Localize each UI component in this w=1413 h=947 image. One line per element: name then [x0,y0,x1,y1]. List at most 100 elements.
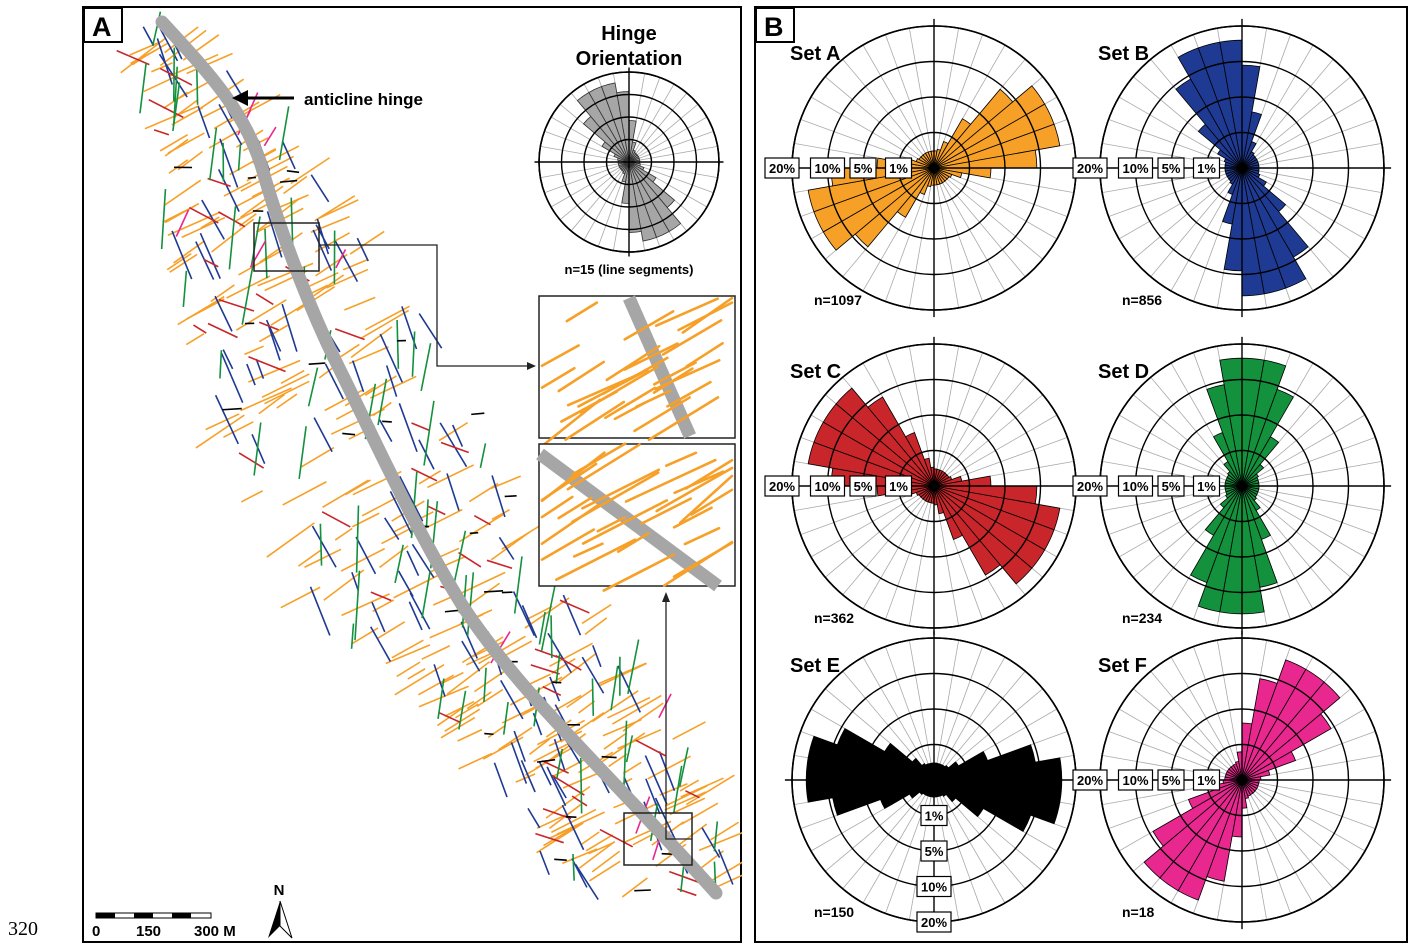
fracture-trace [264,228,268,279]
inset-fracture-trace [652,367,694,394]
fracture-trace [451,424,464,447]
fracture-trace [240,490,264,503]
fracture-trace [458,551,482,568]
ring-label: 5% [1162,161,1181,176]
fracture-trace [530,664,560,675]
fracture-trace [378,419,393,442]
inset-fracture-trace [683,526,721,546]
fracture-trace [491,475,506,518]
fracture-trace [421,645,451,660]
fracture-trace [304,548,342,568]
fracture-trace [188,206,219,224]
fracture-trace [591,678,595,716]
inset-fracture-trace [554,538,637,581]
fracture-trace [116,49,150,66]
fracture-trace [389,491,414,536]
fracture-trace [515,773,536,783]
fracture-trace [701,827,721,859]
fracture-trace [139,63,147,114]
fracture-trace [552,776,567,799]
fracture-trace [572,853,575,881]
fracture-trace [186,52,233,75]
fracture-trace [623,720,628,789]
rose-petal [867,396,935,487]
fracture-trace [266,211,283,258]
fracture-trace [200,216,220,229]
rose-petal [1225,485,1243,499]
fracture-trace [599,662,647,687]
inset-hinge-line [623,295,696,439]
fracture-trace [324,363,344,400]
fracture-trace [240,185,284,219]
fracture-trace [717,849,734,885]
fracture-trace [598,732,646,765]
inset-count-label: n=15 (line segments) [565,262,694,277]
rose-set-a: 20% 10% 5% 1% Set A n=1097 [764,18,1084,318]
fracture-trace [238,213,257,227]
fracture-trace [527,807,541,829]
fracture-trace [644,755,668,805]
fracture-trace [546,766,567,807]
zoom-box-north [253,222,320,272]
fracture-trace [408,601,423,631]
fracture-trace [536,758,556,763]
fracture-trace [555,653,561,684]
fracture-trace [621,877,648,898]
rose-count-label: n=856 [1122,292,1162,308]
fracture-trace [409,592,431,630]
fracture-trace [175,209,190,237]
fracture-trace [361,309,410,339]
fracture-trace [553,694,582,712]
fracture-trace [351,572,360,592]
fracture-trace [513,556,523,614]
fracture-trace [339,343,360,358]
fracture-trace [549,676,561,702]
fracture-trace [280,369,305,385]
fracture-trace [487,724,506,739]
fracture-trace [169,253,198,273]
fracture-trace [539,850,550,876]
fracture-trace [301,446,335,468]
fracture-trace [241,261,255,325]
ring-label: 20% [1077,479,1103,494]
fracture-trace [468,482,499,503]
fracture-trace [214,394,240,445]
ring-label: 10% [921,880,947,895]
fracture-trace [591,690,639,723]
fracture-trace [322,479,369,508]
fracture-trace [421,571,431,619]
fracture-trace [439,422,468,468]
fracture-trace [238,452,265,469]
rose-petal [601,82,630,163]
fracture-trace [396,661,421,678]
fracture-trace [446,661,491,695]
inset-fracture-trace [640,497,693,525]
fracture-trace [562,594,582,636]
fracture-trace [218,299,255,312]
fracture-trace [433,664,446,697]
fracture-trace [559,599,590,614]
rose-petal [911,757,935,781]
fracture-trace [370,626,392,662]
fracture-trace [471,412,485,416]
fracture-trace [438,421,469,442]
fracture-trace [164,202,200,224]
rose-count-label: n=18 [1122,904,1155,920]
fracture-trace [308,362,326,365]
fracture-trace [321,511,351,528]
fracture-trace [603,732,628,750]
rose-petal [933,779,1032,832]
fracture-trace [237,144,242,171]
fracture-trace [710,821,740,841]
rose-petal [933,779,1061,825]
inset-fracture-trace [596,516,626,533]
fracture-trace [423,400,435,466]
inset-fracture-trace [557,360,606,393]
fracture-trace [437,678,445,719]
fracture-trace [220,353,244,403]
fracture-trace [171,106,204,126]
fracture-trace [541,760,569,774]
fracture-trace [223,421,254,438]
fracture-trace [635,739,666,757]
panel-letter-a: A [92,12,112,42]
